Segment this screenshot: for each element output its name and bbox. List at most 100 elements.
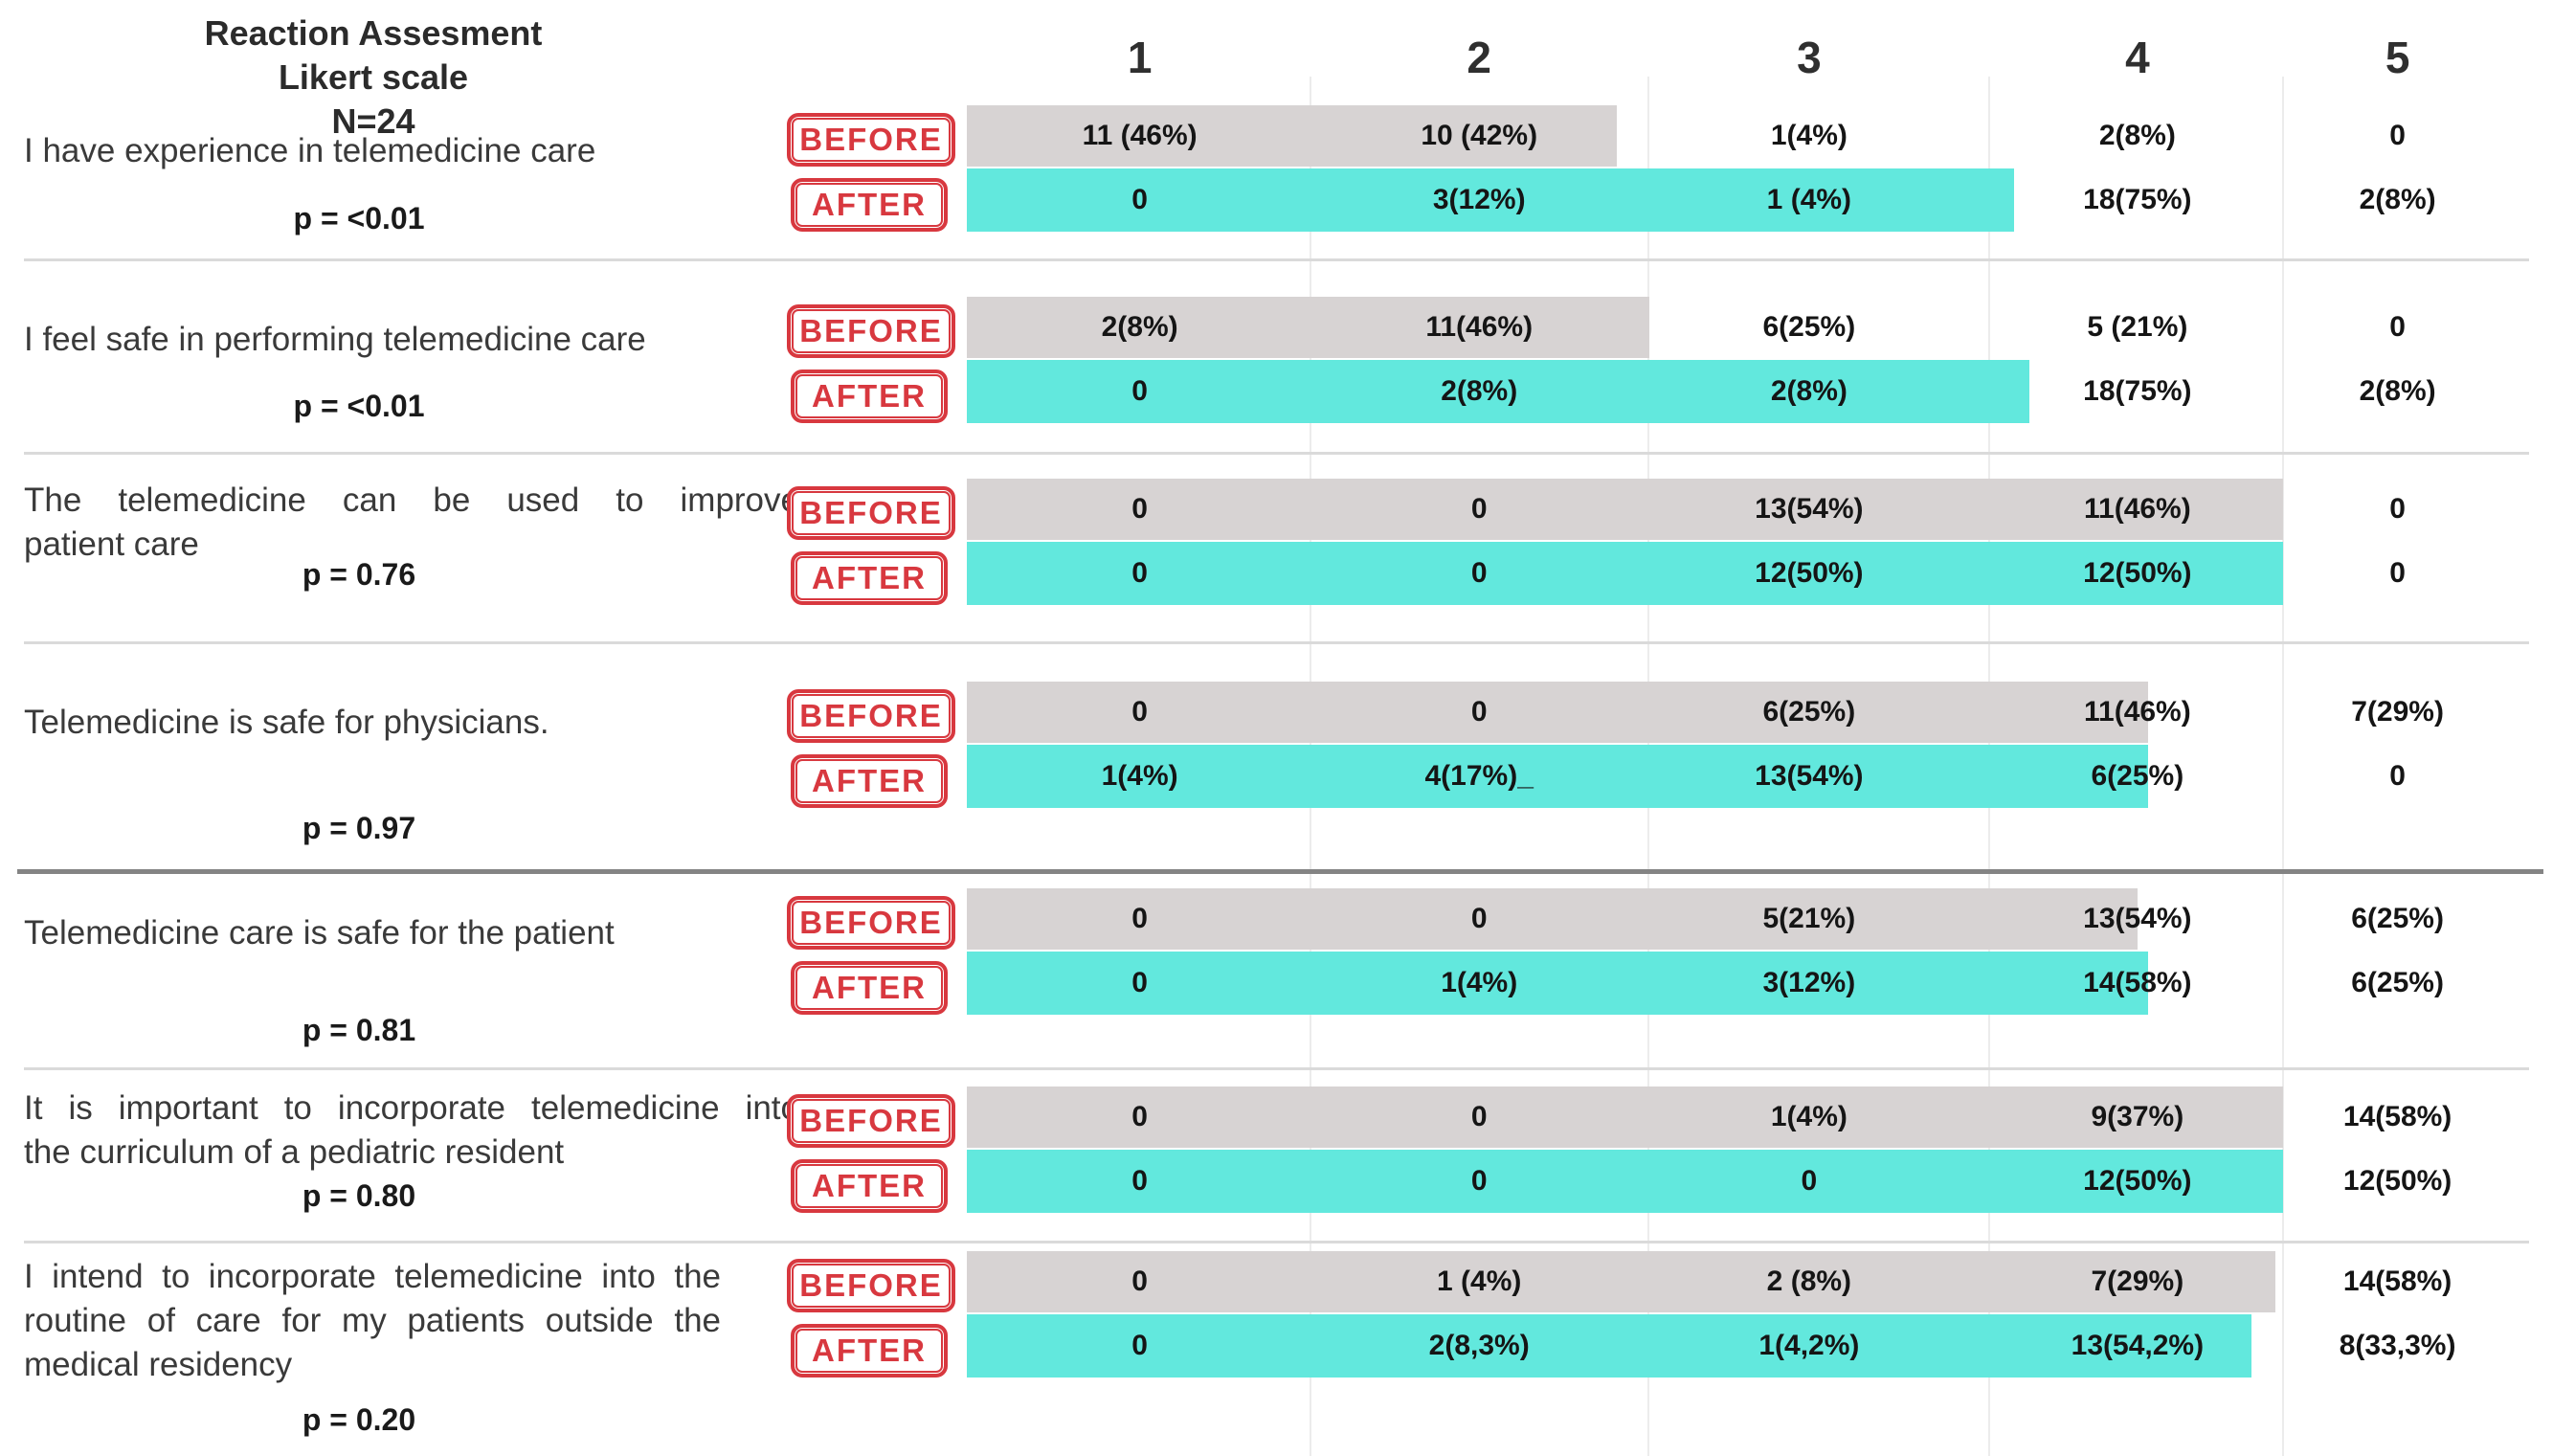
after-track: 1(4%) 4(17%)_ 13(54%) 6(25%) 0 xyxy=(967,745,2553,808)
row-divider xyxy=(24,641,2529,644)
before-value-3: 5(21%) xyxy=(1762,903,1856,934)
after-value-4: 12(50%) xyxy=(2083,1165,2192,1197)
title-line-3: N=24 xyxy=(331,101,415,141)
after-value-3: 1(4,2%) xyxy=(1758,1330,1860,1361)
likert-column-headers: 1 2 3 4 5 xyxy=(967,29,2553,86)
before-value-1: 0 xyxy=(1131,696,1148,728)
after-value-2: 2(8%) xyxy=(1441,375,1518,407)
before-value-1: 0 xyxy=(1131,1266,1148,1297)
question-line: Telemedicine is safe for physicians. xyxy=(24,704,549,741)
column-header-2: 2 xyxy=(1467,33,1491,82)
question-text: I feel safe in performing telemedicine c… xyxy=(24,318,790,362)
after-value-1: 0 xyxy=(1131,967,1148,998)
after-track: 0 1(4%) 3(12%) 14(58%) 6(25%) xyxy=(967,952,2553,1015)
after-value-2: 4(17%)_ xyxy=(1424,760,1534,792)
before-value-3: 1(4%) xyxy=(1770,120,1848,151)
after-value-2: 1(4%) xyxy=(1441,967,1518,998)
before-stamp: BEFORE xyxy=(787,486,955,540)
after-value-5: 0 xyxy=(2389,760,2406,792)
before-track: 11 (46%) 10 (42%) 1(4%) 2(8%) 0 xyxy=(967,105,2553,167)
before-value-1: 11 (46%) xyxy=(1082,120,1198,151)
before-value-3: 6(25%) xyxy=(1762,311,1856,343)
after-value-1: 0 xyxy=(1131,375,1148,407)
after-value-5: 0 xyxy=(2389,557,2406,589)
column-header-4: 4 xyxy=(2125,33,2150,82)
before-track: 2(8%) 11(46%) 6(25%) 5 (21%) 0 xyxy=(967,297,2553,358)
question-line: I intend to incorporate telemedicine int… xyxy=(24,1258,721,1295)
after-value-5: 2(8%) xyxy=(2359,375,2436,407)
before-value-5: 14(58%) xyxy=(2342,1266,2452,1297)
gridline xyxy=(2281,77,2284,1456)
column-header-5: 5 xyxy=(2385,33,2410,82)
before-value-2: 1 (4%) xyxy=(1437,1266,1522,1297)
after-bar xyxy=(967,360,2030,423)
after-value-4: 13(54,2%) xyxy=(2071,1330,2205,1361)
before-track: 0 0 6(25%) 11(46%) 7(29%) xyxy=(967,682,2553,743)
before-stamp: BEFORE xyxy=(787,1094,955,1148)
after-value-1: 0 xyxy=(1131,1165,1148,1197)
before-value-3: 1(4%) xyxy=(1770,1101,1848,1132)
after-value-4: 6(25%) xyxy=(2091,760,2184,792)
after-value-5: 6(25%) xyxy=(2351,967,2444,998)
before-value-2: 0 xyxy=(1470,1101,1488,1132)
before-track: 0 0 5(21%) 13(54%) 6(25%) xyxy=(967,888,2553,950)
question-line: medical residency xyxy=(24,1346,293,1383)
after-bar xyxy=(967,952,2149,1015)
before-bar xyxy=(967,1086,2284,1148)
before-value-5: 6(25%) xyxy=(2351,903,2444,934)
after-track: 0 2(8,3%) 1(4,2%) 13(54,2%) 8(33,3%) xyxy=(967,1314,2553,1378)
after-value-5: 2(8%) xyxy=(2359,184,2436,215)
row-divider xyxy=(24,452,2529,455)
after-value-4: 18(75%) xyxy=(2083,375,2192,407)
after-value-5: 8(33,3%) xyxy=(2339,1330,2456,1361)
p-value: p = <0.01 xyxy=(293,389,425,423)
after-value-4: 14(58%) xyxy=(2083,967,2192,998)
before-stamp: BEFORE xyxy=(787,896,955,950)
after-value-2: 2(8,3%) xyxy=(1428,1330,1530,1361)
before-value-1: 2(8%) xyxy=(1101,311,1178,343)
column-header-3: 3 xyxy=(1797,33,1822,82)
before-stamp: BEFORE xyxy=(787,113,955,167)
before-bar xyxy=(967,888,2138,950)
question-line: the curriculum of a pediatric resident xyxy=(24,1133,565,1171)
before-value-1: 0 xyxy=(1131,493,1148,525)
before-bar xyxy=(967,682,2149,743)
question-line: I feel safe in performing telemedicine c… xyxy=(24,321,646,358)
after-stamp: AFTER xyxy=(791,370,948,423)
figure-title: Reaction Assesment Likert scale N=24 xyxy=(105,11,641,144)
before-value-2: 0 xyxy=(1470,903,1488,934)
after-value-2: 0 xyxy=(1470,557,1488,589)
before-value-2: 10 (42%) xyxy=(1421,120,1538,151)
after-track: 0 3(12%) 1 (4%) 18(75%) 2(8%) xyxy=(967,168,2553,232)
row-divider xyxy=(24,1067,2529,1070)
before-stamp: BEFORE xyxy=(787,304,955,358)
before-bar xyxy=(967,105,1618,167)
after-bar xyxy=(967,1314,2252,1378)
before-value-4: 11(46%) xyxy=(2083,696,2191,728)
after-value-3: 3(12%) xyxy=(1762,967,1856,998)
before-value-1: 0 xyxy=(1131,1101,1148,1132)
before-value-5: 0 xyxy=(2389,311,2406,343)
question-line: It is important to incorporate telemedic… xyxy=(24,1089,799,1127)
p-value: p = 0.97 xyxy=(302,811,416,845)
after-bar xyxy=(967,1150,2284,1213)
before-value-4: 7(29%) xyxy=(2091,1266,2184,1297)
before-value-5: 0 xyxy=(2389,120,2406,151)
after-value-3: 1 (4%) xyxy=(1766,184,1852,215)
after-track: 0 2(8%) 2(8%) 18(75%) 2(8%) xyxy=(967,360,2553,423)
p-value: p = <0.01 xyxy=(293,201,425,235)
question-line: routine of care for my patients outside … xyxy=(24,1302,721,1339)
before-stamp: BEFORE xyxy=(787,689,955,743)
after-bar xyxy=(967,168,2014,232)
before-value-4: 9(37%) xyxy=(2091,1101,2184,1132)
p-value: p = 0.80 xyxy=(302,1178,416,1213)
column-header-1: 1 xyxy=(1127,33,1153,82)
question-line: Telemedicine care is safe for the patien… xyxy=(24,914,615,952)
before-track: 0 0 1(4%) 9(37%) 14(58%) xyxy=(967,1086,2553,1148)
p-value: p = 0.81 xyxy=(302,1013,416,1047)
question-text: It is important to incorporate telemedic… xyxy=(24,1086,799,1175)
before-bar xyxy=(967,1251,2276,1312)
after-track: 0 0 0 12(50%) 12(50%) xyxy=(967,1150,2553,1213)
after-value-1: 1(4%) xyxy=(1101,760,1178,792)
